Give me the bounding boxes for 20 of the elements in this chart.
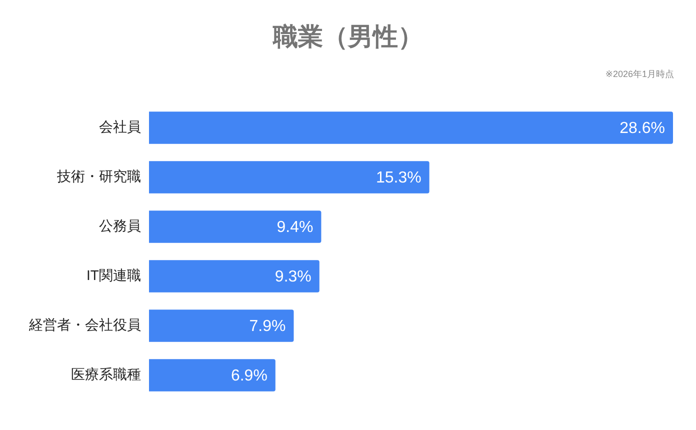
data-label: 6.9% [230, 368, 268, 385]
chart-title: 職業（男性） [273, 23, 423, 51]
bar [149, 161, 430, 194]
bar [149, 359, 276, 392]
data-label: 9.3% [274, 268, 312, 286]
bar [149, 210, 322, 243]
y-tick-label: 会社員 [99, 118, 141, 135]
data-label: 7.9% [249, 318, 286, 336]
bar [149, 260, 320, 292]
text: ※2026年1月時点 [605, 69, 674, 79]
y-tick-label: 技術・研究職 [56, 168, 141, 184]
data-label: 28.6% [620, 120, 665, 138]
data-label: 15.3% [376, 170, 422, 187]
bar [149, 112, 673, 144]
y-tick-label: 医療系職種 [71, 366, 141, 382]
y-tick-label: 公務員 [99, 218, 141, 234]
data-label: 9.4% [276, 219, 314, 236]
bar [149, 310, 294, 342]
y-tick-label: IT関連職 [86, 267, 141, 284]
y-tick-label: 経営者・会社役員 [28, 316, 141, 333]
